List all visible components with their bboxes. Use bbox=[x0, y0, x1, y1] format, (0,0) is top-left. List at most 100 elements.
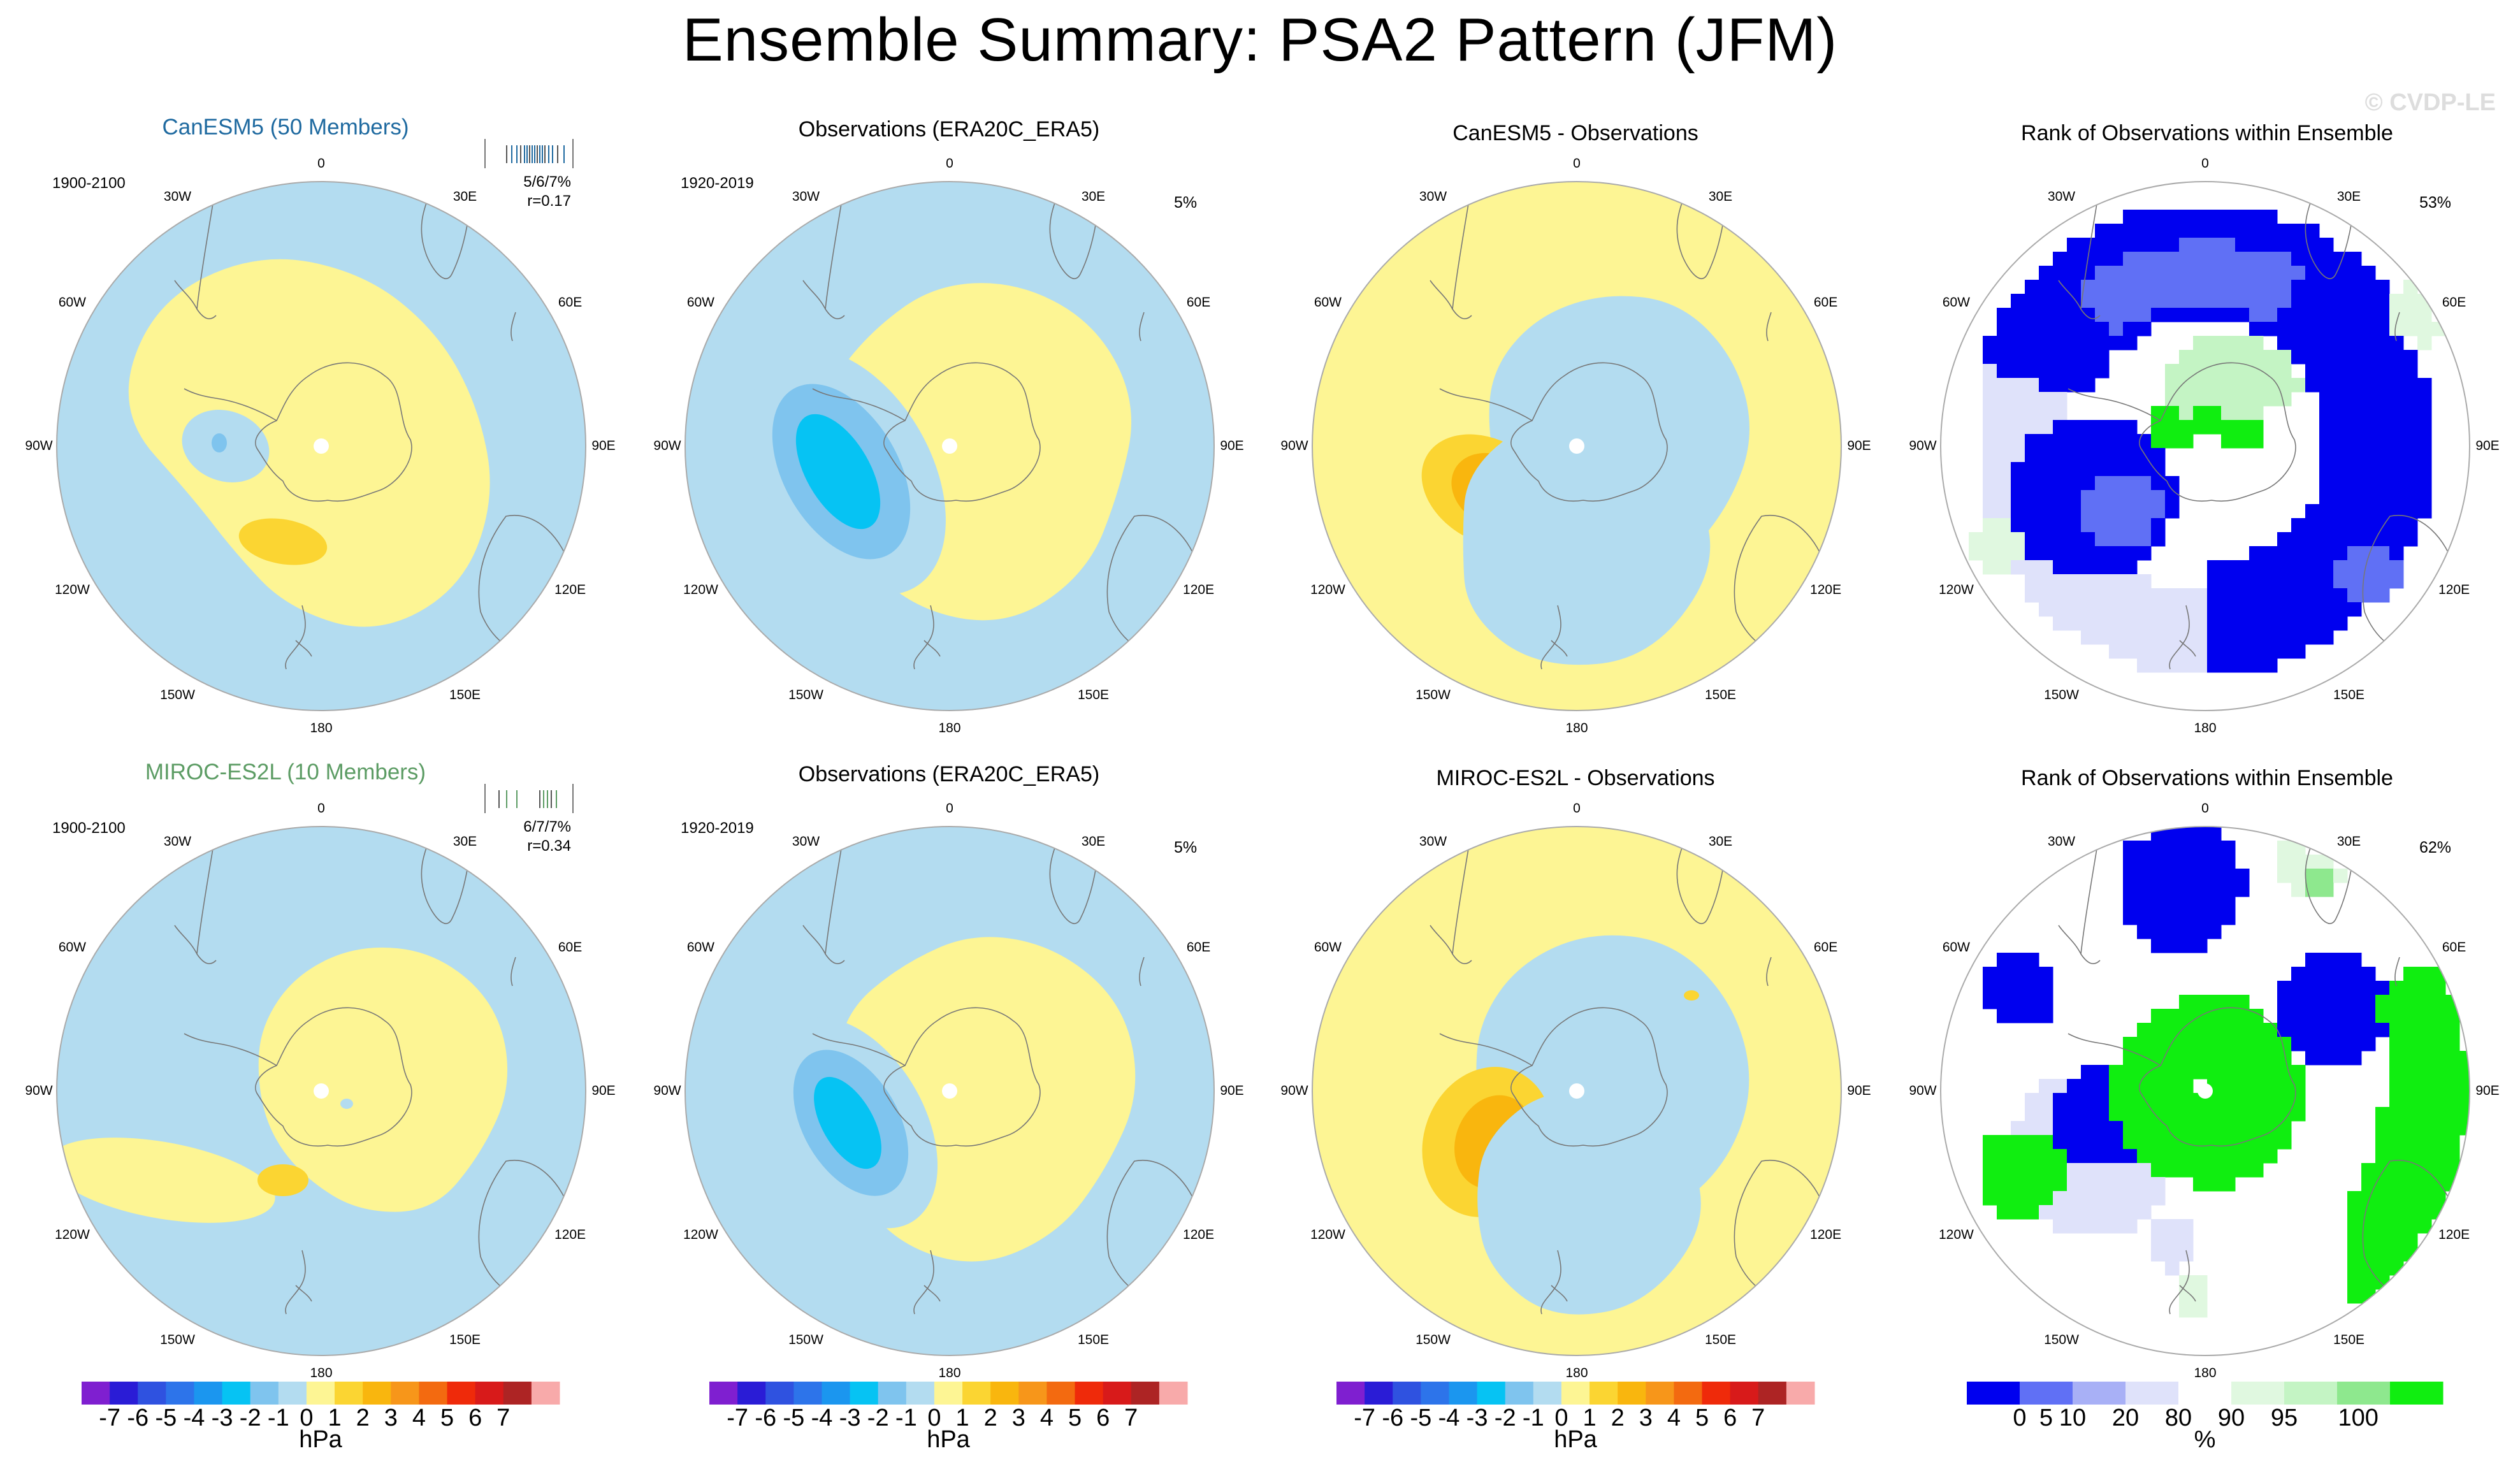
longitude-label: 150E bbox=[2333, 1332, 2365, 1347]
r-value-miroc: r=0.34 bbox=[527, 837, 571, 855]
colorbar-tick-label: 7 bbox=[1751, 1405, 1765, 1431]
longitude-label: 90W bbox=[653, 438, 681, 453]
colorbar-tick-label: 4 bbox=[412, 1405, 426, 1431]
longitude-label: 30E bbox=[1708, 834, 1733, 849]
longitude-label: 150W bbox=[2044, 1332, 2079, 1347]
longitude-label: 120E bbox=[1183, 1227, 1215, 1242]
colorbar-hpa-1 bbox=[82, 1382, 560, 1405]
colorbar-tick-label: 0 bbox=[2013, 1405, 2027, 1431]
longitude-label: 150W bbox=[788, 687, 823, 702]
longitude-label: 120W bbox=[1938, 1227, 1974, 1242]
longitude-label: 0 bbox=[946, 801, 953, 816]
longitude-label: 30E bbox=[2336, 189, 2361, 205]
colorbar-tick-label: -3 bbox=[1466, 1405, 1488, 1431]
member-spread-ticks-miroc bbox=[484, 784, 574, 813]
longitude-label: 120E bbox=[554, 1227, 586, 1242]
colorbar-hpa-2 bbox=[709, 1382, 1188, 1405]
longitude-label: 30W bbox=[1419, 189, 1447, 205]
longitude-label: 180 bbox=[1565, 1366, 1588, 1380]
longitude-label: 60W bbox=[1314, 294, 1342, 310]
longitude-label: 60E bbox=[558, 939, 583, 955]
longitude-label: 0 bbox=[2201, 156, 2209, 171]
longitude-label: 90W bbox=[1280, 1083, 1308, 1098]
longitude-label: 60W bbox=[686, 939, 715, 955]
longitude-label: 180 bbox=[2194, 721, 2217, 735]
longitude-label: 150W bbox=[2044, 687, 2079, 702]
colorbar-tick-label: 2 bbox=[1611, 1405, 1625, 1431]
colorbar-rank bbox=[1967, 1382, 2444, 1405]
longitude-label: 60E bbox=[1813, 294, 1838, 310]
longitude-label: 120E bbox=[1810, 582, 1842, 597]
longitude-label: 150E bbox=[449, 1332, 481, 1347]
obs-pct-2: 5% bbox=[1174, 839, 1198, 856]
member-spread-ticks-canesm5 bbox=[484, 139, 574, 168]
longitude-label: 120E bbox=[2438, 1227, 2470, 1242]
longitude-label: 120E bbox=[554, 582, 586, 597]
model-title-canesm5: CanESM5 (50 Members) bbox=[162, 115, 409, 140]
longitude-label: 180 bbox=[310, 1366, 333, 1380]
figure-title: Ensemble Summary: PSA2 Pattern (JFM) bbox=[682, 6, 1838, 74]
rank-title-1: Rank of Observations within Ensemble bbox=[2021, 121, 2393, 145]
longitude-label: 90W bbox=[1909, 438, 1937, 453]
obs-pct-1: 5% bbox=[1174, 194, 1198, 212]
longitude-label: 150W bbox=[1416, 1332, 1451, 1347]
longitude-label: 0 bbox=[1573, 801, 1581, 816]
longitude-label: 30W bbox=[163, 189, 192, 205]
colorbar-tick-label: 5 bbox=[1695, 1405, 1709, 1431]
longitude-label: 30W bbox=[792, 834, 820, 849]
longitude-label: 180 bbox=[2194, 1366, 2217, 1380]
colorbar-tick-label: -3 bbox=[839, 1405, 861, 1431]
diff-title-canesm5: CanESM5 - Observations bbox=[1452, 121, 1698, 145]
colorbar-tick-label: 5 bbox=[2039, 1405, 2053, 1431]
longitude-label: 30W bbox=[2047, 189, 2076, 205]
longitude-label: 30W bbox=[1419, 834, 1447, 849]
longitude-label: 90E bbox=[1847, 1083, 1871, 1098]
longitude-label: 90W bbox=[25, 438, 53, 453]
map-canesm5-pattern bbox=[56, 181, 586, 711]
longitude-label: 150W bbox=[1416, 687, 1451, 702]
colorbar-tick-label: 2 bbox=[356, 1405, 370, 1431]
longitude-label: 60W bbox=[1314, 939, 1342, 955]
longitude-label: 60W bbox=[58, 294, 87, 310]
longitude-label: 150E bbox=[1704, 1332, 1737, 1347]
colorbar-tick-label: 7 bbox=[496, 1405, 511, 1431]
colorbar-tick-label: 5 bbox=[1068, 1405, 1082, 1431]
colorbar-tick-label: -7 bbox=[99, 1405, 121, 1431]
model-period-canesm5: 1900-2100 bbox=[52, 175, 126, 192]
longitude-label: 30E bbox=[1708, 189, 1733, 205]
longitude-label: 30W bbox=[163, 834, 192, 849]
colorbar-tick-label: 1 bbox=[955, 1405, 969, 1431]
colorbar-tick-label: 10 bbox=[2059, 1405, 2087, 1431]
colorbar-tick-label: -2 bbox=[1494, 1405, 1516, 1431]
longitude-label: 30E bbox=[1081, 834, 1106, 849]
longitude-label: 30E bbox=[2336, 834, 2361, 849]
colorbar-tick-label: 100 bbox=[2338, 1405, 2379, 1431]
map-rank-1 bbox=[1940, 181, 2470, 711]
longitude-label: 180 bbox=[938, 721, 961, 735]
colorbar-tick-label: -5 bbox=[155, 1405, 177, 1431]
colorbar-units: hPa bbox=[927, 1426, 970, 1453]
longitude-label: 60W bbox=[1942, 939, 1971, 955]
model-period-miroc: 1900-2100 bbox=[52, 820, 126, 837]
longitude-label: 60E bbox=[1186, 294, 1211, 310]
colorbar-tick-label: -6 bbox=[1382, 1405, 1404, 1431]
colorbar-tick-label: 80 bbox=[2164, 1405, 2192, 1431]
longitude-label: 30E bbox=[453, 189, 477, 205]
longitude-label: 90E bbox=[2475, 438, 2500, 453]
pattern-corr-miroc: 6/7/7% bbox=[523, 818, 571, 835]
longitude-label: 120W bbox=[1310, 1227, 1345, 1242]
longitude-label: 150E bbox=[1704, 687, 1737, 702]
rank-pct-1: 53% bbox=[2419, 194, 2452, 212]
longitude-label: 60W bbox=[58, 939, 87, 955]
longitude-label: 150W bbox=[160, 687, 195, 702]
colorbar-tick-label: -6 bbox=[755, 1405, 777, 1431]
longitude-label: 120W bbox=[1310, 582, 1345, 597]
map-rank-2 bbox=[1940, 826, 2470, 1356]
longitude-label: 30W bbox=[792, 189, 820, 205]
longitude-label: 180 bbox=[310, 721, 333, 735]
longitude-label: 90E bbox=[591, 1083, 616, 1098]
longitude-label: 0 bbox=[317, 801, 325, 816]
colorbar-tick-label: -3 bbox=[211, 1405, 233, 1431]
colorbar-tick-label: 20 bbox=[2111, 1405, 2140, 1431]
diff-title-miroc: MIROC-ES2L - Observations bbox=[1436, 766, 1715, 790]
